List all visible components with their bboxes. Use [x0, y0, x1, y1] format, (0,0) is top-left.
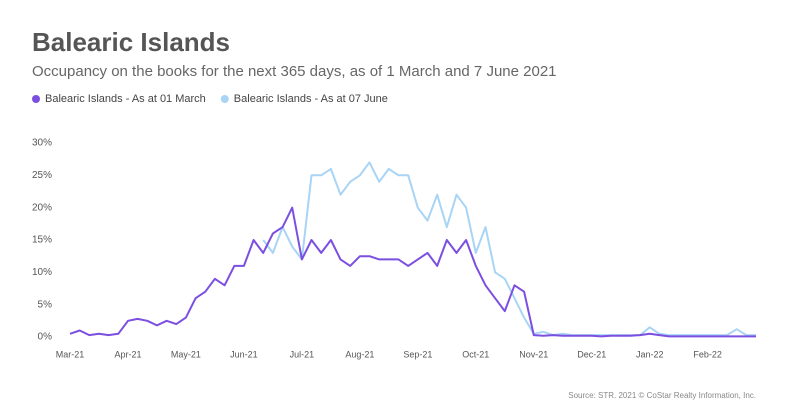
y-tick-label: 30%: [32, 138, 52, 149]
x-tick-label: Aug-21: [345, 349, 374, 359]
x-tick-label: Sep-21: [403, 349, 432, 359]
x-tick-label: Feb-22: [693, 349, 722, 359]
y-tick-label: 20%: [32, 202, 52, 213]
series-line: [262, 161, 756, 337]
chart-subtitle: Occupancy on the books for the next 365 …: [32, 63, 557, 80]
x-tick-label: Jun-21: [230, 349, 258, 359]
x-tick-label: Mar-21: [56, 349, 85, 359]
y-tick-label: 25%: [32, 170, 52, 181]
legend-marker: [220, 95, 229, 103]
source-note: Source: STR. 2021 © CoStar Realty Inform…: [568, 391, 756, 400]
x-tick-label: Oct-21: [462, 349, 489, 359]
series-line: [69, 206, 756, 338]
chart-title: Balearic Islands: [32, 27, 230, 57]
x-tick-label: May-21: [171, 349, 201, 359]
legend-label: Balearic Islands - As at 01 March: [45, 93, 206, 105]
y-tick-label: 15%: [32, 235, 52, 246]
y-tick-label: 5%: [38, 299, 53, 310]
x-tick-label: Nov-21: [519, 349, 548, 359]
x-tick-label: Jan-22: [636, 349, 664, 359]
legend-marker: [32, 95, 40, 103]
legend-label: Balearic Islands - As at 07 June: [234, 93, 388, 105]
x-tick-label: Dec-21: [577, 349, 606, 359]
x-tick-label: Jul-21: [290, 349, 315, 359]
legend: Balearic Islands - As at 01 March Baleari…: [32, 93, 388, 105]
y-tick-label: 10%: [32, 267, 52, 278]
y-tick-label: 0%: [38, 332, 53, 343]
x-tick-label: Apr-21: [114, 349, 141, 359]
